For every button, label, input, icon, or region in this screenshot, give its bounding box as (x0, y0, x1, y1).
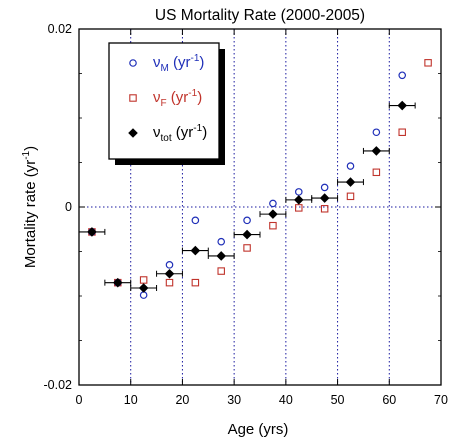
legend-marker-tot (128, 128, 138, 138)
point-tot (345, 177, 356, 187)
point-F (295, 204, 303, 212)
point-F (191, 278, 200, 287)
point-tot (216, 251, 227, 261)
y-tick-label: 0.02 (48, 22, 72, 36)
point-tot (87, 227, 97, 237)
grid-lines (79, 29, 441, 385)
y-axis-label-sup: -1 (21, 150, 32, 159)
point-M (320, 183, 329, 192)
x-axis-label: Age (yrs) (228, 421, 289, 438)
legend-item-F: νF (yr-1) (129, 88, 202, 109)
point-tot (190, 245, 201, 256)
point-M (217, 237, 226, 246)
point-F (139, 276, 148, 284)
point-M (269, 199, 277, 208)
legend-label-tot: νtot (yr-1) (153, 123, 207, 144)
y-tick-label: -0.02 (44, 378, 73, 392)
legend-label-M: νM (yr-1) (153, 53, 204, 74)
x-tick-label: 40 (279, 393, 293, 407)
series-tot (78, 100, 416, 293)
point-tot (319, 193, 330, 203)
y-axis-label: Mortality rate (yr-1) (21, 146, 39, 268)
point-M (243, 216, 251, 225)
point-F (424, 59, 432, 67)
point-tot (164, 268, 175, 279)
point-M (294, 188, 303, 196)
point-F (269, 221, 277, 230)
legend-item-tot: νtot (yr-1) (128, 123, 207, 144)
y-axis-label-close: ) (22, 146, 39, 151)
point-tot (397, 100, 408, 111)
legend-marker-M (129, 59, 137, 67)
x-tick-label: 50 (331, 393, 345, 407)
x-tick-label: 60 (382, 393, 396, 407)
point-M (139, 291, 148, 299)
point-M (398, 71, 407, 80)
point-tot (371, 146, 382, 156)
data-series (78, 59, 432, 299)
x-tick-label: 30 (227, 393, 241, 407)
x-tick-label: 20 (175, 393, 189, 407)
legend-box (108, 42, 220, 160)
point-tot (112, 277, 123, 288)
point-F (165, 278, 174, 287)
point-F (398, 128, 406, 136)
legend-item-M: νM (yr-1) (129, 53, 204, 74)
point-M (165, 261, 174, 269)
legend: νM (yr-1) νF (yr-1) νtot (yr-1) (108, 42, 225, 165)
point-tot (242, 229, 252, 240)
point-F (346, 192, 355, 201)
point-M (191, 216, 200, 225)
point-tot (138, 283, 149, 293)
point-F (217, 267, 225, 275)
point-F (320, 205, 329, 213)
point-M (346, 162, 355, 170)
y-tick-label: 0 (65, 200, 72, 214)
chart-title: US Mortality Rate (2000-2005) (155, 7, 365, 24)
point-M (372, 128, 381, 137)
x-tick-label: 0 (76, 393, 83, 407)
point-F (372, 168, 381, 177)
x-tick-label: 10 (124, 393, 138, 407)
point-tot (268, 209, 278, 219)
x-tick-label: 70 (434, 393, 448, 407)
y-axis-label-base: Mortality rate (yr (22, 160, 39, 268)
point-tot (293, 195, 304, 205)
legend-marker-F (129, 94, 137, 102)
legend-label-F: νF (yr-1) (153, 88, 202, 109)
point-F (243, 244, 251, 252)
